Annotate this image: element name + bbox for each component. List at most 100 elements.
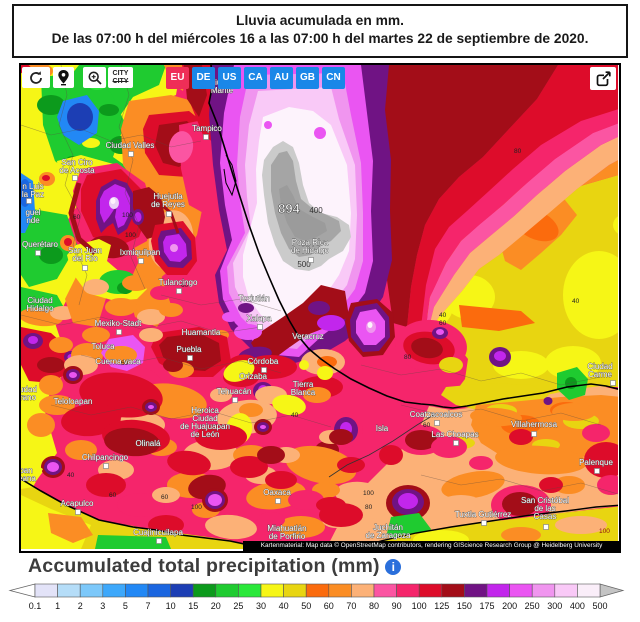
svg-text:0.1: 0.1 [29,601,42,611]
svg-text:15: 15 [188,601,198,611]
svg-text:20: 20 [211,601,221,611]
svg-text:Xalapa: Xalapa [247,314,272,323]
svg-text:Casas: Casas [534,512,557,521]
svg-text:100: 100 [412,601,427,611]
svg-text:1: 1 [55,601,60,611]
svg-text:100: 100 [363,490,374,497]
svg-text:Cuerna vaca: Cuerna vaca [95,357,141,366]
svg-text:Veracruz: Veracruz [292,332,324,341]
svg-text:30: 30 [256,601,266,611]
svg-text:Orizaba: Orizaba [239,372,268,381]
svg-text:175: 175 [479,601,494,611]
svg-text:Chilpancingo: Chilpancingo [82,453,129,462]
svg-text:leana: leana [21,474,36,483]
svg-text:Ciudad: Ciudad [27,296,52,305]
svg-text:100: 100 [599,528,610,535]
svg-text:Ciudad Valles: Ciudad Valles [106,141,155,150]
svg-text:2: 2 [78,601,83,611]
svg-text:pan: pan [21,466,33,475]
svg-text:125: 125 [434,601,449,611]
svg-text:de Acosta: de Acosta [59,166,95,175]
svg-text:40: 40 [572,298,580,305]
svg-text:60: 60 [439,320,447,327]
svg-text:60: 60 [161,494,169,501]
svg-text:Toluca: Toluca [91,342,115,351]
svg-text:7: 7 [145,601,150,611]
svg-text:de Porfirio: de Porfirio [269,532,306,541]
svg-text:Palenque: Palenque [579,458,613,467]
svg-text:250: 250 [525,601,540,611]
svg-text:70: 70 [346,601,356,611]
svg-text:Olinalá: Olinalá [136,439,161,448]
svg-text:50: 50 [301,601,311,611]
svg-text:40: 40 [439,312,447,319]
svg-text:de León: de León [191,430,220,439]
svg-text:Poza Rica: Poza Rica [292,238,329,247]
svg-text:Heroica: Heroica [191,406,219,415]
svg-text:San Ciro: San Ciro [61,158,93,167]
svg-text:Huamantla: Huamantla [182,328,221,337]
svg-text:Querétaro: Querétaro [22,240,59,249]
svg-text:200: 200 [502,601,517,611]
svg-text:Hidalgo: Hidalgo [26,304,54,313]
svg-text:n Luis: n Luis [22,182,43,191]
svg-text:de las: de las [534,504,555,513]
svg-text:Ciudad: Ciudad [587,362,612,371]
svg-text:100: 100 [122,212,133,219]
svg-text:Las Choapas: Las Choapas [431,430,478,439]
svg-text:150: 150 [457,601,472,611]
svg-text:25: 25 [233,601,243,611]
svg-text:Tierra: Tierra [293,380,314,389]
svg-text:Juchitán: Juchitán [373,523,403,532]
svg-text:80: 80 [514,148,522,155]
svg-text:guel: guel [25,208,40,217]
svg-text:100: 100 [125,232,136,239]
svg-text:Huejutla: Huejutla [153,192,183,201]
svg-text:Mante: Mante [211,86,234,95]
svg-text:de Huajuapan: de Huajuapan [180,422,230,431]
svg-text:San Cristóbal: San Cristóbal [521,496,569,505]
svg-text:de Reyes: de Reyes [151,200,185,209]
svg-text:40: 40 [67,472,75,479]
svg-text:80: 80 [369,601,379,611]
svg-text:80: 80 [365,504,373,511]
svg-text:Teloloapan: Teloloapan [54,397,93,406]
svg-text:60: 60 [181,282,189,289]
svg-text:San Juan: San Juan [68,246,102,255]
svg-text:100: 100 [191,504,202,511]
svg-text:Teziutlán: Teziutlán [238,294,270,303]
svg-text:Tehuacán: Tehuacán [217,387,252,396]
svg-text:Acapulco: Acapulco [61,499,94,508]
svg-text:Coatzacoalcos: Coatzacoalcos [410,410,462,419]
svg-text:40: 40 [279,601,289,611]
svg-text:Cuajinicuilapa: Cuajinicuilapa [133,528,183,537]
svg-text:80: 80 [404,354,412,361]
svg-text:Tulancingo: Tulancingo [159,278,198,287]
svg-text:90: 90 [392,601,402,611]
svg-text:nde: nde [26,216,40,225]
svg-text:Oaxaca: Oaxaca [263,488,291,497]
svg-text:Isla: Isla [376,424,389,433]
svg-text:Miahuatlán: Miahuatlán [267,524,306,533]
svg-text:udad: udad [21,385,37,394]
svg-text:400: 400 [570,601,585,611]
svg-text:60: 60 [324,601,334,611]
svg-text:40: 40 [291,412,299,419]
svg-text:Ixmiquilpan: Ixmiquilpan [120,248,160,257]
svg-text:Mexiko-Stadt: Mexiko-Stadt [95,319,142,328]
svg-text:3: 3 [100,601,105,611]
svg-text:500: 500 [592,601,607,611]
svg-text:60: 60 [73,214,81,221]
svg-text:de Zaragoza: de Zaragoza [366,531,411,540]
svg-text:10: 10 [166,601,176,611]
svg-text:Ciudad: Ciudad [192,414,217,423]
svg-text:Tuxtla Gutiérrez: Tuxtla Gutiérrez [455,510,512,519]
svg-text:894: 894 [278,201,300,216]
svg-text:rano: rano [21,393,37,402]
svg-text:300: 300 [547,601,562,611]
svg-text:de Hidalgo: de Hidalgo [291,246,330,255]
svg-text:Córdoba: Córdoba [248,357,279,366]
svg-text:5: 5 [123,601,128,611]
svg-text:Blanca: Blanca [291,388,316,397]
svg-text:500: 500 [297,260,311,269]
